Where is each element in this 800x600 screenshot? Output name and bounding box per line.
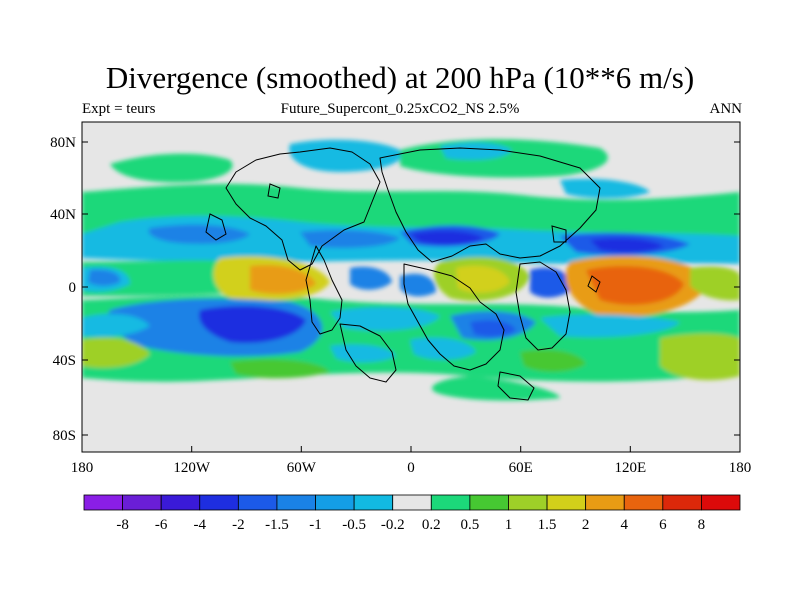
colorbar-swatch [546,494,587,511]
y-tick-label: 80S [53,428,76,444]
longitude-ticks: 180 120W 60W 0 60E 120E 180 [71,446,752,476]
landmass-outline [497,371,535,401]
colorbar-label: 0.2 [422,517,441,533]
colorbar-swatch [469,494,509,511]
landmass-outline [225,147,381,335]
landmass-outline [339,323,397,383]
colorbar-swatch [276,494,316,511]
field-region [660,333,740,381]
map-plot-area [82,122,740,452]
field-region [289,139,402,172]
colorbar-swatch [160,494,201,511]
colorbar: -8 -6 -4 -2 -1.5 -1 -0.5 -0.2 0.2 0.5 1 1.5 2 4 6 8 [83,494,741,533]
field-region [530,267,574,298]
latitude-ticks: 80N 40N 0 40S 80S [50,135,740,444]
colorbar-label: 6 [659,517,667,533]
colorbar-swatch [623,494,664,511]
field-region [88,269,121,286]
field-region [250,264,316,294]
field-region [110,153,233,183]
colorbar-swatch [662,494,702,511]
colorbar-swatch [83,494,123,511]
colorbar-swatch [353,494,394,511]
field-region [440,142,512,160]
colorbar-label: -1 [309,517,322,533]
colorbar-label: -0.2 [381,517,405,533]
colorbar-swatch [199,494,239,511]
x-tick-label: 0 [407,460,415,476]
x-tick-label: 60E [509,460,533,476]
x-tick-label: 120W [173,460,211,476]
colorbar-swatch [508,494,548,511]
field-region [540,314,680,338]
colorbar-swatch [237,494,278,511]
field-region [560,178,650,199]
y-tick-label: 80N [50,135,76,151]
field-region [410,337,476,360]
colorbar-label: -4 [194,517,207,533]
x-tick-label: 180 [71,460,94,476]
field-region [456,265,510,293]
y-tick-label: 40N [50,207,76,223]
field-region [330,344,396,363]
island-outline [205,183,601,293]
colorbar-label: -8 [116,517,129,533]
colorbar-label: -1.5 [265,517,289,533]
landmass-outline [515,261,571,351]
field-region [431,376,560,401]
colorbar-swatch [701,494,741,511]
colorbar-label: -6 [155,517,168,533]
colorbar-label: -2 [232,517,245,533]
landmass-outline [403,263,505,371]
field-region [586,266,684,305]
colorbar-label: 2 [582,517,590,533]
field-region [400,273,436,297]
colorbar-swatch [392,494,432,511]
field-region [470,320,516,337]
colorbar-swatch [585,494,625,511]
colorbar-label: 1.5 [538,517,557,533]
y-tick-label: 40S [53,353,76,369]
x-tick-label: 180 [729,460,752,476]
colorbar-swatch [315,494,355,511]
field-region [400,139,608,178]
field-region [82,313,150,337]
field-region [690,266,740,301]
colorbar-swatch [122,494,162,511]
season-label: ANN [709,101,743,117]
colorbar-label: 4 [620,517,628,533]
field-region [350,266,392,290]
field-region [82,260,250,296]
colorbar-swatch [430,494,471,511]
coastlines [205,147,601,401]
divergence-field [82,139,740,401]
field-region [410,230,484,245]
plot-title: Divergence (smoothed) at 200 hPa (10**6 … [105,60,695,95]
colorbar-label: -0.5 [342,517,366,533]
landmass-outline [379,147,601,263]
experiment-label: Expt = teurs [82,101,156,117]
x-tick-label: 60W [287,460,317,476]
colorbar-label: 1 [505,517,513,533]
colorbar-label: 8 [698,517,706,533]
y-tick-label: 0 [69,280,77,296]
field-region [82,337,150,368]
x-tick-label: 120E [614,460,646,476]
run-name-label: Future_Supercont_0.25xCO2_NS 2.5% [280,101,520,117]
colorbar-label: 0.5 [461,517,480,533]
field-region [520,349,586,372]
field-region [230,359,330,379]
field-region [199,305,306,344]
field-region [590,238,664,253]
